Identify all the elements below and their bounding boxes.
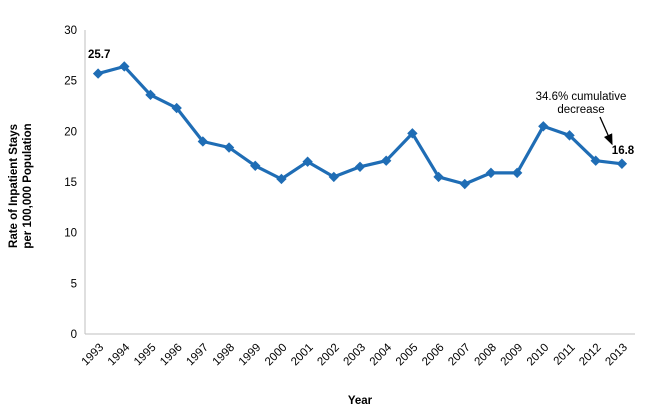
y-tick-label: 10 (64, 228, 77, 240)
y-tick-label: 30 (64, 25, 77, 37)
y-axis-title-line-1: Rate of Inpatient Stays (8, 124, 20, 248)
data-point-marker (538, 121, 549, 132)
data-point-marker (459, 178, 470, 190)
x-tick-label: 1994 (106, 341, 133, 368)
x-tick-label: 2010 (525, 342, 552, 369)
data-point-marker (250, 160, 261, 171)
data-point-marker (354, 161, 366, 172)
data-point-marker (616, 158, 628, 169)
x-tick-label: 2003 (342, 342, 369, 369)
y-tick-label: 20 (64, 126, 77, 138)
x-tick-label: 1999 (237, 342, 264, 369)
y-tick-label: 5 (71, 278, 77, 290)
data-point-marker (511, 167, 523, 179)
x-tick-label: 1996 (158, 342, 185, 369)
x-tick-label: 2005 (394, 342, 421, 369)
data-point-marker (485, 167, 497, 179)
first-point-label: 25.7 (88, 49, 110, 61)
data-point-marker (380, 155, 392, 166)
x-axis-tick-labels: 1993 1994 1995 1996 1997 1998 1999 2000 2001 2002… (80, 341, 630, 368)
x-tick-label: 2000 (263, 342, 290, 369)
x-tick-label: 1993 (80, 342, 107, 369)
y-tick-label: 0 (71, 329, 77, 341)
x-tick-label: 2007 (446, 342, 473, 369)
x-tick-label: 2004 (368, 341, 395, 368)
x-tick-label: 2013 (603, 342, 630, 369)
x-tick-label: 2009 (499, 342, 526, 369)
y-tick-label: 15 (64, 177, 77, 189)
callout-arrow (599, 116, 613, 146)
data-point-marker (145, 89, 156, 101)
x-axis-title: Year (348, 395, 373, 407)
x-tick-label: 2012 (577, 342, 604, 369)
data-point-marker (590, 155, 601, 166)
x-tick-label: 1997 (184, 342, 211, 369)
data-point-marker (171, 102, 182, 114)
data-point-marker (223, 142, 235, 153)
y-axis-tick-labels: 0 5 10 15 20 25 30 (64, 25, 77, 341)
callout-text-line-1: 34.6% cumulative (536, 91, 627, 103)
x-tick-label: 2001 (289, 342, 316, 369)
data-point-marker (564, 130, 575, 141)
x-tick-label: 1998 (211, 342, 238, 369)
callout-text-line-2: decrease (557, 104, 604, 116)
data-point-marker (328, 171, 340, 183)
data-point-marker (92, 68, 104, 79)
data-point-marker (302, 156, 313, 167)
x-tick-label: 2011 (552, 342, 578, 368)
y-tick-label: 25 (64, 76, 77, 88)
y-axis-title-line-2: per 100,000 Population (22, 123, 34, 248)
last-point-label: 16.8 (612, 145, 635, 157)
x-tick-label: 2002 (315, 342, 342, 369)
data-point-marker (276, 173, 287, 185)
data-point-marker (197, 136, 209, 147)
data-point-markers (92, 61, 628, 190)
data-point-marker (407, 128, 418, 139)
x-tick-label: 2006 (420, 342, 447, 369)
data-point-marker (119, 61, 130, 72)
x-tick-label: 1995 (132, 342, 159, 369)
data-point-marker (433, 171, 444, 183)
x-tick-label: 2008 (472, 342, 499, 369)
